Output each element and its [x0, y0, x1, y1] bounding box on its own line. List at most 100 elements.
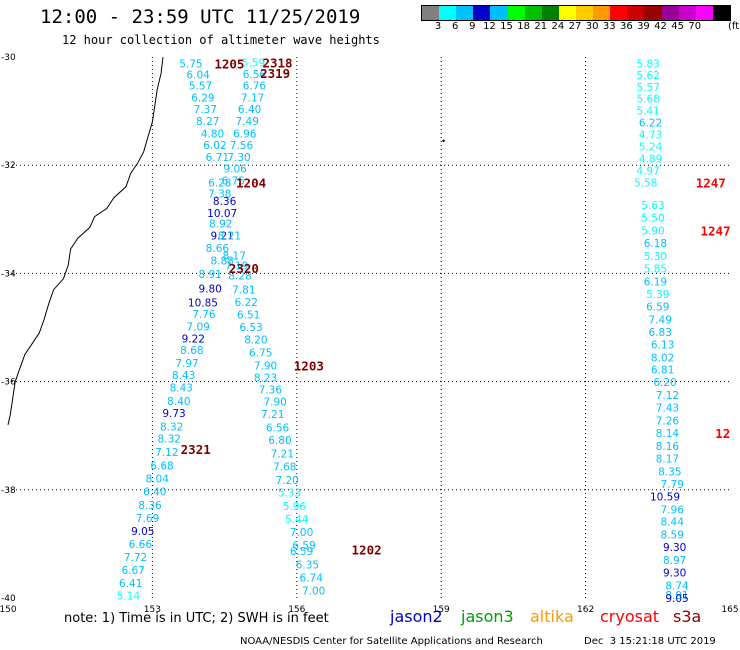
wave-height-value: 8.59 — [661, 530, 684, 542]
wave-height-value: 10.59 — [650, 491, 680, 503]
time-label: 12 — [715, 426, 730, 441]
wave-height-value: 6.68 — [150, 460, 173, 472]
satellite-legend-altika: altika — [530, 607, 574, 626]
wave-height-value: 5.50 — [641, 213, 664, 225]
scale-label: 33 — [602, 21, 616, 32]
wave-height-value: 8.02 — [651, 352, 674, 364]
wave-height-value: 7.21 — [261, 409, 284, 421]
wave-height-value: 10.07 — [207, 208, 237, 220]
lon-tick-label: 159 — [433, 605, 450, 615]
coastline — [7, 56, 164, 426]
scale-swatch — [473, 6, 491, 20]
wave-height-value: 8.92 — [209, 219, 232, 231]
wave-height-value: 6.83 — [649, 327, 672, 339]
wave-height-value: 10.85 — [188, 298, 218, 310]
color-scale-bar — [421, 5, 731, 21]
wave-height-value: 5.44 — [285, 514, 309, 526]
wave-height-value: 5.30 — [644, 251, 667, 263]
wave-height-value: 9.30 — [663, 568, 686, 580]
wave-height-value: 6.29 — [191, 93, 214, 105]
wave-height-value: 6.81 — [651, 365, 674, 377]
scale-label: 45 — [671, 21, 685, 32]
scale-label: 70 — [688, 21, 702, 32]
lat-tick-label: -34 — [1, 269, 16, 279]
scale-swatch — [524, 6, 542, 20]
time-label: 1203 — [294, 358, 324, 373]
scale-label: 15 — [500, 21, 513, 32]
lon-tick-label: 156 — [288, 605, 305, 615]
time-label: 2318 — [262, 55, 292, 70]
scale-label: 42 — [654, 21, 667, 32]
scale-label: 12 — [483, 21, 496, 32]
wave-height-value: 9.73 — [162, 408, 185, 420]
wave-height-value: 7.69 — [136, 513, 159, 525]
wave-height-value: 7.12 — [155, 447, 178, 459]
wave-height-value: 5.33 — [278, 488, 301, 500]
wave-height-value: 8.88 — [210, 255, 233, 267]
wave-height-value: 6.59 — [290, 546, 313, 558]
wave-height-value: 6.19 — [644, 277, 667, 289]
scale-swatch — [541, 6, 559, 20]
wave-height-value: 7.96 — [661, 504, 685, 516]
wave-height-value: 8.66 — [206, 243, 230, 255]
wave-height-value: 8.23 — [254, 372, 277, 384]
wave-height-value: 6.66 — [129, 539, 153, 551]
wave-height-value: 6.20 — [653, 377, 676, 389]
wave-height-value: 8.17 — [656, 453, 679, 465]
scale-swatch — [610, 6, 628, 20]
scale-swatch — [627, 6, 645, 20]
wave-height-value: 7.19 — [225, 260, 248, 272]
wave-height-value: 5.85 — [644, 264, 667, 276]
wave-height-value: 8.43 — [172, 370, 195, 382]
time-label: 2320 — [229, 261, 259, 276]
wave-height-value: 6.51 — [237, 310, 260, 322]
scale-swatch — [695, 6, 713, 20]
wave-height-value: 5.83 — [636, 58, 659, 70]
wave-height-value: 8.44 — [661, 517, 685, 529]
wave-height-value: 6.22 — [235, 297, 258, 309]
map-title: 12:00 - 23:59 UTC 11/25/2019 — [40, 6, 361, 28]
wave-height-value: 7.20 — [275, 475, 298, 487]
wave-height-value: 6.76 — [243, 81, 267, 93]
wave-height-value: 9.80 — [198, 284, 221, 296]
scale-swatch — [593, 6, 611, 20]
scale-swatch — [422, 6, 440, 20]
wave-height-value: 8.17 — [223, 251, 246, 263]
wave-height-value: 9.05 — [665, 593, 688, 605]
scale-swatch — [678, 6, 696, 20]
wave-height-value: 5.75 — [179, 58, 202, 70]
wave-height-value: 5.96 — [283, 501, 307, 513]
wave-height-value: 7.79 — [661, 479, 684, 491]
scale-label: 39 — [637, 21, 650, 32]
lat-tick-label: -40 — [1, 594, 16, 604]
wave-height-value: 6.56 — [266, 423, 290, 435]
wave-height-value: 6.75 — [249, 347, 272, 359]
wave-height-value: 5.39 — [646, 289, 669, 301]
wave-height-value: 6.53 — [239, 322, 262, 334]
wave-height-value: 6.59 — [646, 301, 669, 313]
wave-height-value: 5.41 — [636, 106, 659, 118]
wave-height-value: 7.36 — [259, 385, 283, 397]
wave-height-value: 7.68 — [273, 462, 296, 474]
scale-swatch — [712, 6, 730, 20]
lon-tick-label: 162 — [577, 605, 594, 615]
scale-label: 21 — [534, 21, 548, 32]
wave-height-value: 6.28 — [208, 178, 231, 190]
wave-height-value: 6.96 — [233, 128, 257, 140]
wave-height-value: 7.97 — [175, 358, 198, 370]
scale-swatch — [456, 6, 474, 20]
scale-label: 9 — [469, 21, 476, 32]
wave-height-value: 8.74 — [665, 581, 689, 593]
wave-height-value: 8.16 — [656, 441, 680, 453]
wave-height-value: 8.32 — [158, 433, 181, 445]
time-label: 1204 — [236, 176, 266, 191]
wave-height-value: 6.02 — [203, 140, 226, 152]
wave-height-value: 5.24 — [639, 141, 663, 153]
wave-height-value: 7.00 — [290, 527, 313, 539]
lon-tick-label: 153 — [144, 605, 161, 615]
time-label: 2319 — [260, 66, 290, 81]
wave-height-value: 8.21 — [218, 231, 241, 243]
wave-height-value: 8.91 — [665, 590, 688, 602]
wave-height-value: 4.80 — [201, 128, 224, 140]
